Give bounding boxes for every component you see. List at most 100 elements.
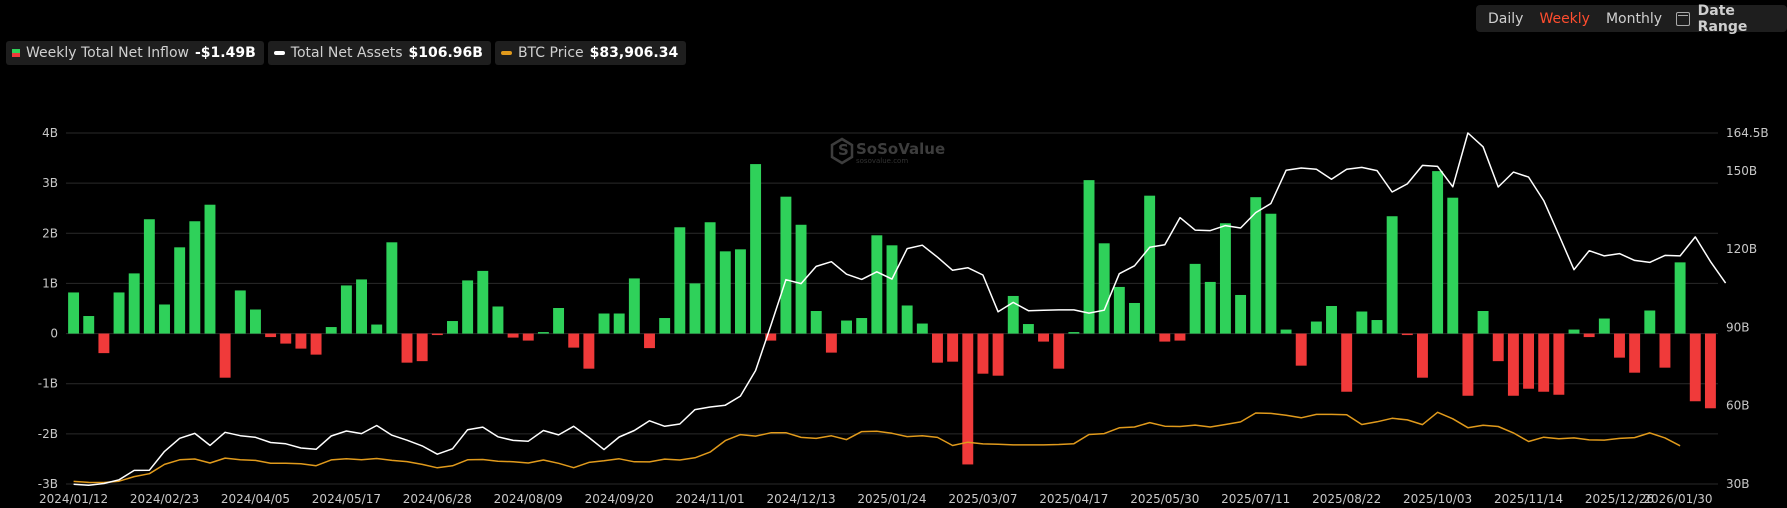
inflow-bar [1098, 243, 1110, 334]
x-tick-label: 2024/08/09 [494, 492, 563, 506]
right-tick-label: 30B [1726, 477, 1750, 491]
inflow-bar [219, 333, 231, 378]
inflow-bar [856, 318, 868, 334]
inflow-bar [1447, 197, 1459, 334]
legend: Weekly Total Net Inflow -$1.49B Total Ne… [6, 41, 687, 65]
net-assets-line-group [73, 132, 1727, 487]
inflow-bar [295, 333, 307, 349]
inflow-bar [704, 222, 716, 334]
inflow-bar [537, 332, 549, 334]
inflow-bar [1659, 333, 1671, 368]
x-tick-label: 2026/01/30 [1643, 492, 1712, 506]
inflow-bar [159, 304, 170, 334]
monthly-button[interactable]: Monthly [1605, 10, 1663, 27]
inflow-bar [462, 280, 474, 334]
legend-inflow-label: Weekly Total Net Inflow [26, 45, 189, 61]
inflow-bar [356, 279, 367, 334]
inflow-bar [1113, 286, 1125, 334]
inflow-bar [1401, 333, 1413, 336]
inflow-bar [1507, 333, 1519, 396]
inflow-bar [765, 333, 777, 341]
inflow-bar [1432, 171, 1444, 334]
inflow-bar [825, 333, 837, 353]
right-tick-label: 90B [1726, 320, 1750, 334]
inflow-swatch-icon [12, 49, 20, 57]
inflow-bar [734, 249, 746, 334]
inflow-bar [1326, 305, 1337, 334]
left-tick-label: 2B [42, 226, 58, 240]
legend-inflow-value: -$1.49B [195, 45, 256, 61]
legend-inflow[interactable]: Weekly Total Net Inflow -$1.49B [6, 41, 264, 65]
inflow-bar [1250, 197, 1262, 334]
net-assets-swatch-icon [273, 51, 285, 55]
date-range-button[interactable]: Date Range [1666, 3, 1787, 35]
inflow-bar [1038, 333, 1050, 342]
inflow-bar [553, 307, 565, 334]
x-tick-label: 2024/02/23 [130, 492, 199, 506]
inflow-bar [644, 333, 655, 349]
x-tick-label: 2025/10/03 [1403, 492, 1472, 506]
inflow-bar [871, 235, 883, 334]
right-tick-label: 120B [1726, 242, 1757, 256]
inflow-bar [1174, 333, 1186, 341]
legend-assets-label: Total Net Assets [290, 45, 403, 61]
sosovalue-logo-icon: S [830, 137, 854, 165]
legend-btc-price[interactable]: BTC Price $83,906.34 [494, 41, 687, 65]
x-tick-label: 2025/05/30 [1130, 492, 1199, 506]
left-tick-label: -2B [38, 427, 58, 441]
x-axis: 2024/01/12 2024/02/23 2024/04/05 2024/05/17… [39, 492, 1713, 506]
calendar-icon [1676, 11, 1690, 26]
inflow-bar [98, 333, 110, 354]
inflow-bar [1280, 329, 1292, 334]
x-tick-label: 2024/01/12 [39, 492, 108, 506]
inflow-bar [1674, 262, 1686, 334]
left-axis: 4B 3B 2B 1B 0 -1B -2B -3B [38, 126, 58, 491]
inflow-bar [962, 333, 974, 465]
inflow-bar [1704, 333, 1716, 409]
inflow-bar [340, 285, 352, 334]
x-tick-label: 2024/05/17 [312, 492, 381, 506]
inflow-bar [265, 333, 277, 338]
inflow-bar [613, 313, 625, 334]
x-tick-label: 2024/06/28 [403, 492, 472, 506]
inflow-bar [507, 333, 519, 338]
inflow-bar [719, 251, 731, 334]
inflow-bar [477, 270, 489, 334]
right-tick-label: 60B [1726, 399, 1750, 413]
inflow-bar [1523, 333, 1535, 389]
weekly-button[interactable]: Weekly [1539, 10, 1590, 27]
inflow-bar [1007, 295, 1019, 334]
inflow-bar [1477, 311, 1489, 334]
inflow-bar [113, 292, 125, 334]
inflow-bar [886, 245, 898, 334]
right-axis: 164.5B 150B 120B 90B 60B 30B [1726, 126, 1769, 491]
inflow-bar [280, 333, 292, 344]
inflow-bar [1614, 333, 1625, 358]
inflow-bar [1144, 195, 1156, 334]
daily-button[interactable]: Daily [1488, 10, 1524, 27]
inflow-bar [1189, 263, 1201, 334]
inflow-bar [128, 273, 140, 334]
x-tick-label: 2025/07/11 [1221, 492, 1290, 506]
watermark-brand: SoSoValue [856, 140, 945, 158]
inflow-bar [1598, 318, 1610, 334]
inflow-bar [1371, 320, 1383, 334]
inflow-bar [992, 333, 1004, 376]
legend-net-assets[interactable]: Total Net Assets $106.96B [267, 41, 491, 65]
x-tick-label: 2024/04/05 [221, 492, 290, 506]
inflow-bar [1568, 329, 1580, 334]
inflow-bar [932, 333, 943, 363]
inflow-bar [416, 333, 428, 362]
btc-price-line-group [73, 411, 1681, 484]
inflow-bar [401, 333, 413, 363]
x-tick-label: 2025/04/17 [1039, 492, 1108, 506]
inflow-bar [1553, 333, 1565, 395]
net-assets-line [73, 132, 1727, 487]
inflow-bar [659, 318, 671, 334]
inflow-bar [947, 333, 959, 362]
left-tick-label: 3B [42, 176, 58, 190]
inflow-bar [310, 333, 322, 355]
x-tick-label: 2025/03/07 [948, 492, 1017, 506]
inflow-bar [204, 204, 216, 334]
inflow-bar [583, 333, 595, 369]
